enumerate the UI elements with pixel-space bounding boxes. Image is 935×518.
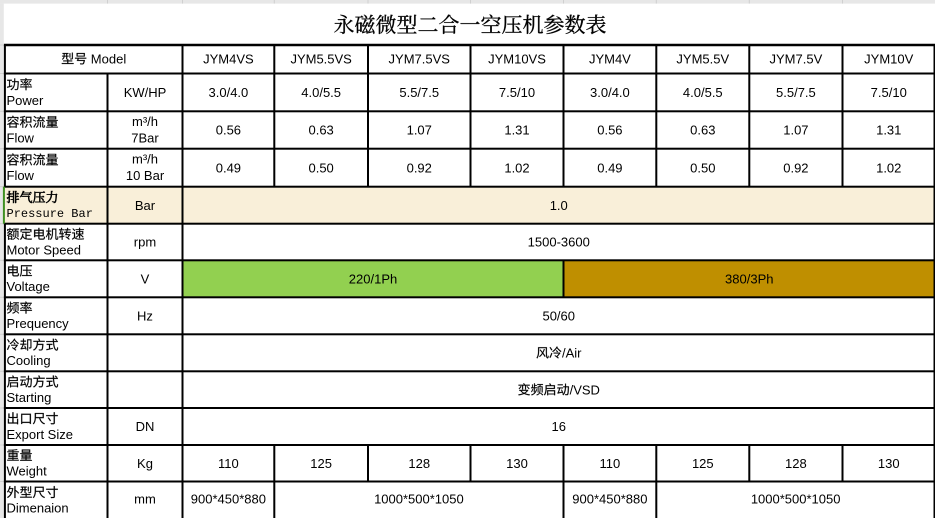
svg-text:0.56: 0.56 [216,123,241,138]
svg-text:128: 128 [785,456,807,471]
svg-text:1500-3600: 1500-3600 [528,235,590,250]
svg-text:128: 128 [408,456,430,471]
svg-text:1.31: 1.31 [504,123,529,138]
svg-text:JYM10VS: JYM10VS [488,51,546,66]
svg-text:0.56: 0.56 [597,123,622,138]
svg-text:KW/HP: KW/HP [124,85,167,100]
svg-text:7.5/10: 7.5/10 [499,85,535,100]
svg-text:Prequency: Prequency [7,316,70,331]
svg-text:130: 130 [878,456,900,471]
svg-text:/Air: /Air [562,345,582,360]
svg-text:1.07: 1.07 [407,123,432,138]
svg-text:Pressure Bar: Pressure Bar [7,207,93,221]
svg-text:1.0: 1.0 [550,198,568,213]
svg-text:1.02: 1.02 [876,160,901,175]
svg-text:m³/h: m³/h [132,114,158,129]
svg-text:Voltage: Voltage [7,279,50,294]
svg-text:JYM5.5V: JYM5.5V [676,51,729,66]
svg-text:0.50: 0.50 [690,160,715,175]
svg-text:0.49: 0.49 [597,160,622,175]
svg-text:Dimenaion: Dimenaion [7,501,69,516]
svg-text:Model: Model [91,51,127,66]
svg-text:380/3Ph: 380/3Ph [725,271,773,286]
svg-text:0.63: 0.63 [690,123,715,138]
svg-text:125: 125 [692,456,714,471]
svg-text:0.63: 0.63 [308,123,333,138]
svg-text:Flow: Flow [7,130,35,145]
svg-text:Weight: Weight [7,464,48,479]
svg-text:rpm: rpm [134,235,156,250]
svg-text:mm: mm [134,492,156,507]
svg-text:7.5/10: 7.5/10 [871,85,907,100]
svg-text:Power: Power [7,93,45,108]
svg-text:220/1Ph: 220/1Ph [349,271,397,286]
svg-text:4.0/5.5: 4.0/5.5 [301,85,341,100]
svg-text:Motor Speed: Motor Speed [7,242,81,257]
svg-text:900*450*880: 900*450*880 [191,492,266,507]
svg-text:DN: DN [136,419,155,434]
svg-text:JYM7.5VS: JYM7.5VS [389,51,451,66]
svg-text:110: 110 [600,456,621,471]
svg-text:0.92: 0.92 [783,160,808,175]
svg-text:1.02: 1.02 [504,160,529,175]
svg-text:16: 16 [552,419,566,434]
svg-text:m³/h: m³/h [132,152,158,167]
svg-text:Export Size: Export Size [7,427,73,442]
svg-text:125: 125 [310,456,332,471]
svg-text:JYM4VS: JYM4VS [203,51,254,66]
svg-text:V: V [141,271,150,286]
svg-text:1.07: 1.07 [783,123,808,138]
svg-text:900*450*880: 900*450*880 [572,492,647,507]
svg-text:JYM5.5VS: JYM5.5VS [290,51,352,66]
svg-text:JYM10V: JYM10V [864,51,913,66]
svg-text:110: 110 [218,456,239,471]
svg-text:1000*500*1050: 1000*500*1050 [751,492,841,507]
svg-text:7Bar: 7Bar [131,130,159,145]
svg-text:JYM7.5V: JYM7.5V [770,51,823,66]
svg-text:Cooling: Cooling [7,353,51,368]
svg-text:3.0/4.0: 3.0/4.0 [590,85,630,100]
svg-text:50/60: 50/60 [542,308,575,323]
svg-text:1000*500*1050: 1000*500*1050 [374,492,464,507]
svg-text:/VSD: /VSD [570,382,600,397]
svg-text:3.0/4.0: 3.0/4.0 [209,85,249,100]
svg-text:1.31: 1.31 [876,123,901,138]
svg-text:0.50: 0.50 [308,160,333,175]
svg-text:Kg: Kg [137,456,153,471]
svg-text:0.49: 0.49 [216,160,241,175]
svg-text:JYM4V: JYM4V [589,51,631,66]
svg-text:Starting: Starting [7,390,52,405]
svg-text:5.5/7.5: 5.5/7.5 [399,85,439,100]
svg-text:5.5/7.5: 5.5/7.5 [776,85,816,100]
svg-text:0.92: 0.92 [407,160,432,175]
svg-text:10 Bar: 10 Bar [126,168,165,183]
svg-text:Flow: Flow [7,168,35,183]
svg-text:130: 130 [506,456,528,471]
svg-text:Bar: Bar [135,198,156,213]
svg-text:4.0/5.5: 4.0/5.5 [683,85,723,100]
svg-text:Hz: Hz [137,308,153,323]
